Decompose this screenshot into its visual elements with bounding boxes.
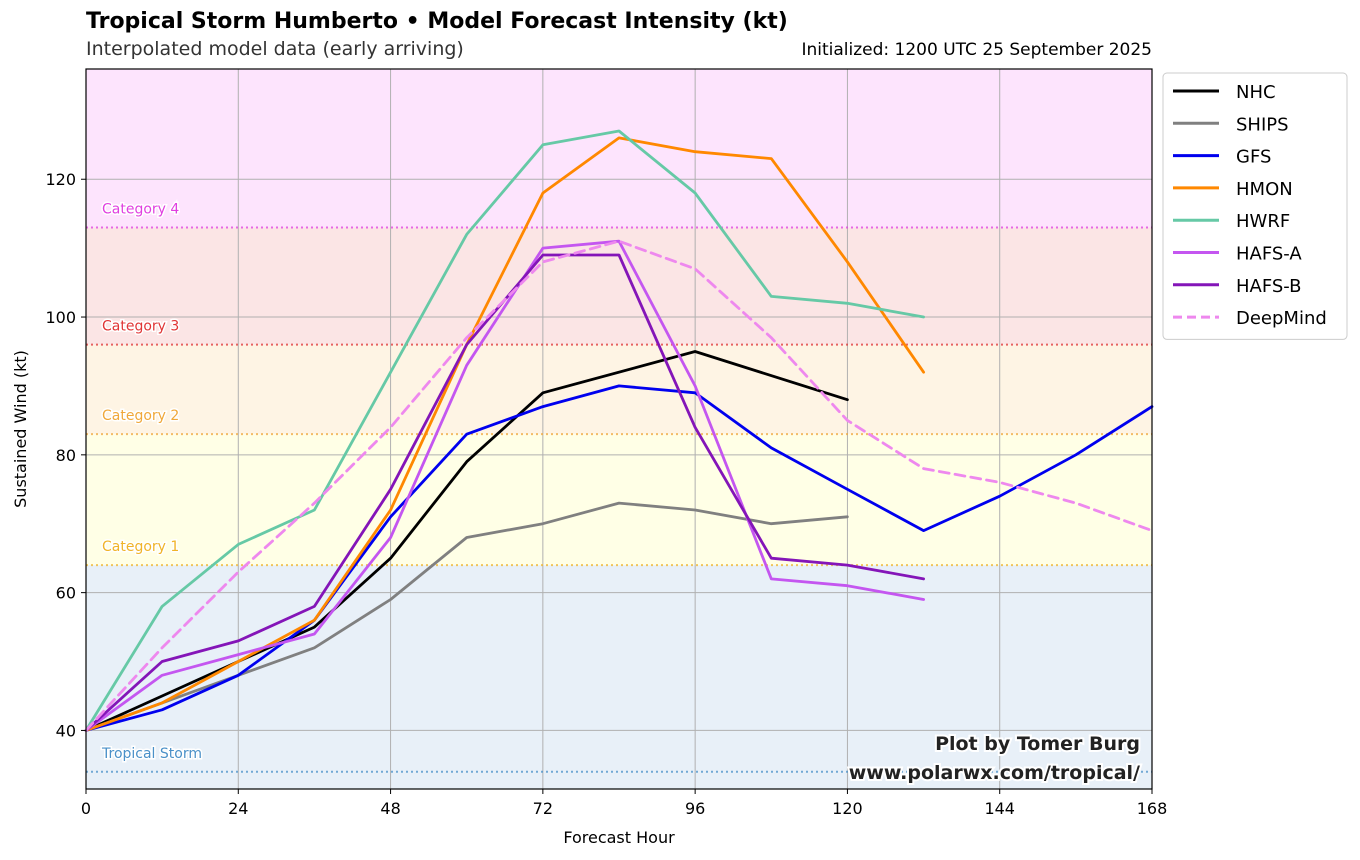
y-tick-label: 100 [45, 308, 76, 327]
y-tick-label: 40 [56, 721, 76, 740]
credit-author: Plot by Tomer Burg [935, 733, 1140, 755]
legend-label-hafs-a: HAFS-A [1236, 244, 1302, 265]
model-series [84, 129, 1154, 732]
label-category-2: Category 2 [102, 408, 179, 424]
y-axis-label: Sustained Wind (kt) [11, 350, 30, 508]
x-axis-label: Forecast Hour [563, 828, 675, 847]
series-line-deepmind [84, 239, 1154, 732]
x-axis-ticks: 0 24 48 72 96 120 144 168 [81, 789, 1167, 818]
series-line-hafs-a [84, 239, 925, 732]
y-tick-label: 60 [56, 584, 76, 603]
chart-title: Tropical Storm Humberto • Model Forecast… [86, 9, 788, 34]
y-tick-label: 120 [45, 170, 76, 189]
x-tick-label: 48 [380, 799, 400, 818]
series-line-ships [84, 501, 849, 732]
label-category-3: Category 3 [102, 319, 179, 335]
series-line-nhc [84, 350, 849, 732]
x-tick-label: 0 [81, 799, 91, 818]
legend-label-deepmind: DeepMind [1236, 308, 1327, 329]
plot-frame [85, 68, 1153, 790]
legend-label-hwrf: HWRF [1236, 211, 1290, 232]
x-tick-label: 24 [228, 799, 248, 818]
category-bands [86, 69, 1152, 789]
band-tropical-storm [86, 565, 1152, 789]
y-tick-label: 80 [56, 446, 76, 465]
series-line-hwrf [84, 129, 925, 732]
legend-label-hmon: HMON [1236, 179, 1293, 200]
band-category-4 [86, 69, 1152, 228]
initialized-time: Initialized: 1200 UTC 25 September 2025 [801, 40, 1152, 60]
x-tick-label: 168 [1137, 799, 1168, 818]
x-tick-label: 120 [832, 799, 863, 818]
legend-label-hafs-b: HAFS-B [1236, 276, 1302, 297]
legend-label-ships: SHIPS [1236, 114, 1289, 135]
label-category-4: Category 4 [102, 201, 179, 217]
legend-label-nhc: NHC [1236, 82, 1276, 103]
category-thresholds: Tropical Storm Category 1 Category 2 Catego… [86, 200, 1152, 773]
y-axis-ticks: 40 60 80 100 120 [45, 170, 86, 740]
legend: NHC SHIPS GFS HMON HWRF HAFS-A HAFS-B DeepMind [1162, 72, 1348, 340]
legend-box [1162, 72, 1348, 340]
label-category-1: Category 1 [102, 539, 179, 555]
band-category-2 [86, 344, 1152, 435]
x-tick-label: 96 [685, 799, 705, 818]
credit-url: www.polarwx.com/tropical/ [849, 762, 1140, 784]
band-category-1 [86, 434, 1152, 566]
legend-label-gfs: GFS [1236, 147, 1271, 168]
series-line-hmon [84, 136, 925, 732]
band-category-3 [86, 227, 1152, 345]
series-line-gfs [84, 384, 1154, 732]
x-tick-label: 144 [984, 799, 1015, 818]
chart-subtitle: Interpolated model data (early arriving) [86, 38, 464, 60]
x-tick-label: 72 [533, 799, 553, 818]
label-tropical-storm: Tropical Storm [101, 746, 202, 762]
